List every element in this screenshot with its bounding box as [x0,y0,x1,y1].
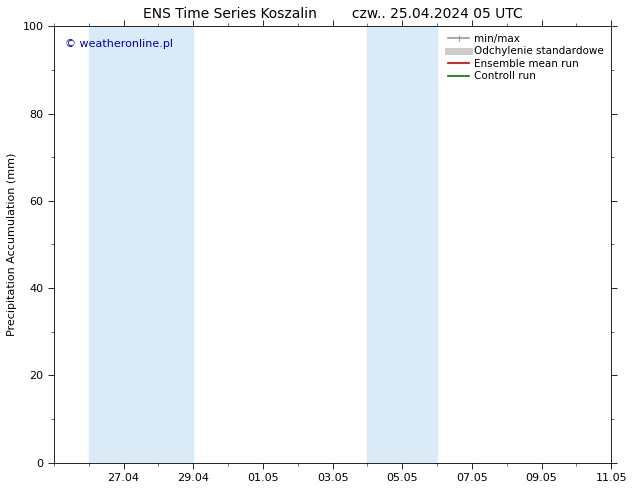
Bar [368,26,437,463]
Y-axis label: Precipitation Accumulation (mm): Precipitation Accumulation (mm) [7,153,17,336]
Title: ENS Time Series Koszalin        czw.. 25.04.2024 05 UTC: ENS Time Series Koszalin czw.. 25.04.202… [143,7,522,21]
Text: © weatheronline.pl: © weatheronline.pl [65,39,173,49]
Bar [89,26,193,463]
Legend: min/max, Odchylenie standardowe, Ensemble mean run, Controll run: min/max, Odchylenie standardowe, Ensembl… [444,29,608,86]
